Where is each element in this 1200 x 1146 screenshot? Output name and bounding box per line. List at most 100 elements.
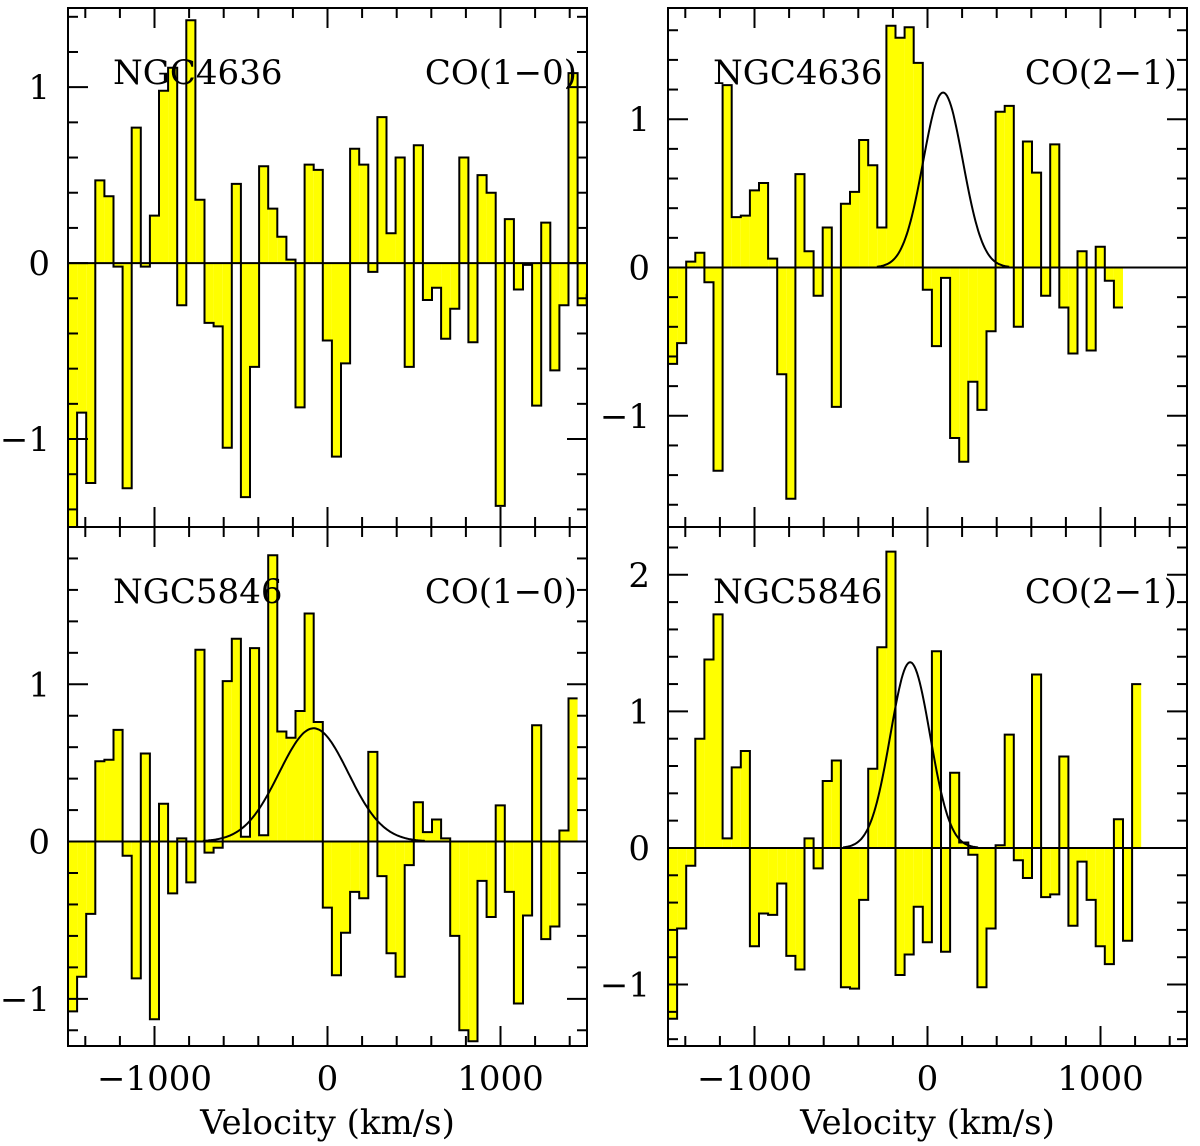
histogram-bin xyxy=(322,841,332,908)
y-tick-label: 1 xyxy=(28,665,50,705)
histogram-bin xyxy=(140,753,150,842)
histogram-bin xyxy=(931,651,941,848)
histogram-bin xyxy=(359,164,369,264)
histogram-bin xyxy=(849,191,860,268)
histogram-outline xyxy=(668,24,1123,500)
histogram-bin xyxy=(586,263,587,295)
histogram-bin xyxy=(459,841,469,1031)
histogram-bin xyxy=(486,192,496,264)
y-tick-label: 0 xyxy=(28,823,50,863)
histogram-bin xyxy=(813,267,823,296)
histogram-outline xyxy=(68,19,587,527)
histogram-bin xyxy=(877,227,887,268)
x-tick-label: 0 xyxy=(917,1059,939,1099)
histogram-bin xyxy=(331,841,341,976)
y-tick-label: 1 xyxy=(628,692,650,732)
histogram-bin xyxy=(1077,251,1087,268)
histogram-bin xyxy=(895,847,905,975)
histogram-bin xyxy=(377,117,387,264)
histogram-bin xyxy=(786,847,796,956)
histogram-bin xyxy=(113,729,123,842)
histogram-bin xyxy=(1086,267,1096,351)
histogram-bin xyxy=(295,711,305,842)
transition-label: CO(2−1) xyxy=(1025,53,1177,93)
histogram-bin xyxy=(577,263,587,306)
histogram-bin xyxy=(713,267,723,471)
histogram-bin xyxy=(1041,847,1051,898)
histogram-bin xyxy=(359,841,369,899)
histogram-bin xyxy=(777,267,787,375)
y-tick-label: 0 xyxy=(628,249,650,289)
histogram-bin xyxy=(304,164,314,264)
gaussian-fit-curve xyxy=(843,661,979,849)
histogram-bin xyxy=(677,267,687,344)
histogram-bin xyxy=(477,175,487,264)
histogram-bin xyxy=(1050,144,1060,268)
gaussian-fit-curve xyxy=(202,727,425,842)
histogram-bin xyxy=(340,263,351,364)
histogram-bin xyxy=(350,841,360,892)
histogram-bin xyxy=(186,20,196,264)
histogram-bin xyxy=(304,613,314,842)
histogram-bin xyxy=(704,267,714,283)
histogram-bin xyxy=(704,659,714,848)
histogram-bin xyxy=(922,847,932,943)
histogram-bin xyxy=(313,169,323,264)
histogram-bin xyxy=(1022,847,1032,879)
plot-area xyxy=(668,550,1187,1020)
histogram-bin xyxy=(986,267,996,332)
histogram-bin xyxy=(904,27,914,268)
x-tick-label: −1000 xyxy=(697,1059,812,1099)
histogram-bin xyxy=(886,25,896,268)
histogram-bin xyxy=(259,835,269,842)
histogram-bin xyxy=(986,847,996,929)
transition-label: CO(2−1) xyxy=(1025,572,1177,612)
histogram-bin xyxy=(1031,172,1042,268)
histogram-bin xyxy=(786,267,796,499)
histogram-bin xyxy=(840,203,850,268)
histogram-bin xyxy=(222,681,232,842)
histogram-bin xyxy=(731,767,741,848)
histogram-bin xyxy=(259,166,269,264)
histogram-bin xyxy=(849,847,860,989)
histogram-bin xyxy=(441,263,451,339)
galaxy-label: NGC5846 xyxy=(113,572,282,612)
histogram-bin xyxy=(450,841,460,936)
histogram-bin xyxy=(740,215,750,268)
histogram-bin xyxy=(413,802,423,842)
histogram-bin xyxy=(532,725,542,842)
histogram-bin xyxy=(559,830,569,842)
histogram-bin xyxy=(913,62,923,268)
histogram-bin xyxy=(977,267,987,410)
histogram-bin xyxy=(940,267,951,278)
histogram-bin xyxy=(213,841,223,848)
histogram-bin xyxy=(277,236,287,264)
histogram-bin xyxy=(668,267,678,364)
galaxy-label: NGC5846 xyxy=(713,572,882,612)
y-tick-label: −1 xyxy=(0,420,50,460)
histogram-bin xyxy=(722,85,732,268)
histogram-bin xyxy=(668,847,678,1019)
histogram-bin xyxy=(541,222,551,264)
histogram-bin xyxy=(68,841,78,1012)
histogram-bin xyxy=(295,263,305,408)
histogram-bin xyxy=(231,638,241,842)
histogram-bin xyxy=(740,750,750,848)
histogram-bin xyxy=(1122,847,1133,941)
histogram-bin xyxy=(122,263,132,489)
histogram-bin xyxy=(77,841,87,977)
plot-area xyxy=(668,24,1187,500)
x-tick-label: 0 xyxy=(317,1059,339,1099)
histogram-bin xyxy=(995,845,1005,848)
histogram-bin xyxy=(959,267,969,462)
histogram-bin xyxy=(104,196,114,264)
histogram-bin xyxy=(1113,267,1123,308)
y-tick-label: 1 xyxy=(628,100,650,140)
histogram-bin xyxy=(131,127,141,264)
histogram-bin xyxy=(495,263,505,506)
histogram-bin xyxy=(1004,105,1014,268)
histogram-bin xyxy=(268,208,278,264)
x-tick-label: 1000 xyxy=(457,1059,544,1099)
histogram-bin xyxy=(459,157,469,264)
y-tick-label: 2 xyxy=(628,556,650,596)
